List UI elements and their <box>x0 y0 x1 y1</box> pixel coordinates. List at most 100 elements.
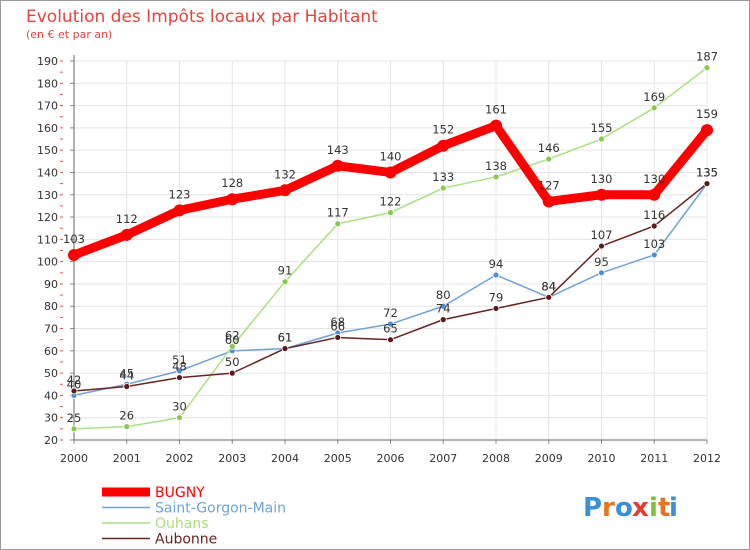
y-tick-label: 180 <box>37 77 58 90</box>
data-label: 61 <box>278 331 293 345</box>
data-point <box>70 425 78 433</box>
y-tick-label: 140 <box>37 166 58 179</box>
data-label: 50 <box>225 355 240 369</box>
data-point <box>595 188 608 201</box>
y-tick-label: 110 <box>37 233 58 246</box>
data-point <box>650 222 658 230</box>
data-label: 94 <box>489 257 504 271</box>
y-tick-label: 120 <box>37 211 58 224</box>
data-point <box>281 345 289 352</box>
data-point <box>70 387 78 395</box>
x-tick-label: 2012 <box>693 452 721 465</box>
data-label: 26 <box>119 409 134 423</box>
y-tick-label: 130 <box>37 189 58 202</box>
data-point <box>650 104 658 112</box>
logo-letter: r <box>602 493 615 523</box>
x-tick-label: 2005 <box>324 452 352 465</box>
y-tick-label: 60 <box>44 345 58 358</box>
data-label: 107 <box>591 228 613 242</box>
series-group <box>68 64 713 433</box>
logo-letter: P <box>583 493 602 523</box>
legend-label: Aubonne <box>155 532 217 548</box>
data-label: 42 <box>67 373 82 387</box>
y-tick-label: 40 <box>44 389 58 402</box>
data-label: 103 <box>63 232 85 246</box>
data-label: 68 <box>330 315 345 329</box>
data-point <box>279 184 291 197</box>
data-point <box>439 316 447 324</box>
y-tick-label: 100 <box>37 256 58 269</box>
data-label: 51 <box>172 353 187 367</box>
x-tick-label: 2004 <box>271 452 299 465</box>
x-tick-label: 2001 <box>113 452 141 465</box>
data-point <box>176 374 183 381</box>
data-label: 60 <box>225 333 240 347</box>
data-label: 95 <box>594 255 609 269</box>
chart-subtitle: (en € et par an) <box>26 28 112 41</box>
data-point <box>384 166 397 179</box>
data-label: 187 <box>696 50 718 64</box>
data-label: 138 <box>485 159 507 173</box>
y-tick-label: 190 <box>37 55 58 68</box>
data-label: 74 <box>436 302 451 316</box>
x-tick-label: 2000 <box>60 452 88 465</box>
y-tick-label: 90 <box>44 278 58 291</box>
data-point <box>226 193 239 206</box>
data-label: 169 <box>643 90 665 104</box>
y-tick-label: 170 <box>37 100 58 113</box>
data-label: 130 <box>643 172 665 186</box>
data-label: 103 <box>643 237 665 251</box>
data-point <box>176 414 183 422</box>
x-tick-label: 2007 <box>429 452 457 465</box>
data-label: 44 <box>119 368 134 382</box>
data-label: 146 <box>538 141 560 155</box>
data-point <box>648 188 661 201</box>
data-point <box>492 173 500 181</box>
data-point <box>598 135 605 143</box>
data-point <box>123 383 131 390</box>
data-point <box>439 302 447 310</box>
logo-letter: i <box>669 493 678 523</box>
data-label: 45 <box>119 366 134 380</box>
data-point <box>492 305 500 312</box>
data-label: 161 <box>485 103 507 117</box>
data-label: 79 <box>489 290 504 304</box>
data-label: 62 <box>225 328 240 342</box>
data-point <box>281 278 289 286</box>
data-label: 143 <box>327 143 349 157</box>
data-label: 132 <box>274 167 296 181</box>
x-tick-label: 2006 <box>377 452 405 465</box>
y-tick-label: 20 <box>44 434 58 447</box>
data-label: 130 <box>591 172 613 186</box>
y-tick-label: 150 <box>37 144 58 157</box>
data-label: 30 <box>172 400 187 414</box>
y-tick-label: 70 <box>44 323 58 336</box>
data-label: 65 <box>383 322 398 336</box>
data-label: 91 <box>278 264 293 278</box>
data-label: 140 <box>380 149 402 163</box>
data-label: 133 <box>432 170 454 184</box>
data-point <box>650 251 658 259</box>
data-point <box>439 184 447 192</box>
data-point <box>490 119 502 132</box>
data-point <box>228 369 236 377</box>
data-point <box>228 342 236 350</box>
data-point <box>598 269 605 277</box>
data-label: 80 <box>436 288 451 302</box>
data-point <box>492 271 500 279</box>
x-tick-label: 2002 <box>166 452 194 465</box>
legend-label: Saint-Gorgon-Main <box>155 501 286 517</box>
x-tick-label: 2011 <box>640 452 668 465</box>
data-label: 84 <box>541 279 556 293</box>
y-tick-label: 160 <box>37 122 58 135</box>
data-labels: 40 45 51 60 61 68 72 80 94 84 95 103 135 25 26 30 62 91 11… <box>63 50 718 425</box>
data-label: 116 <box>643 208 665 222</box>
x-tick-label: 2009 <box>535 452 563 465</box>
data-point <box>545 155 553 163</box>
data-point <box>334 220 342 228</box>
data-point <box>173 204 186 217</box>
logo-letter: i <box>649 493 658 523</box>
data-label: 117 <box>327 206 349 220</box>
